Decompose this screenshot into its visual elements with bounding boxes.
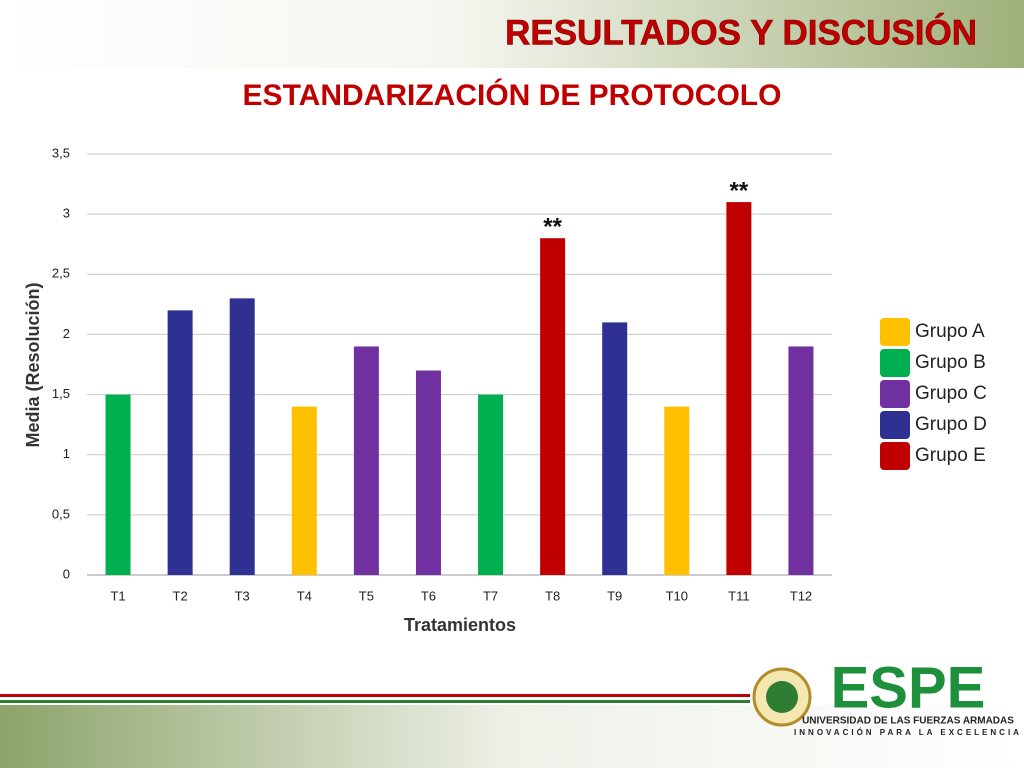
bar: [726, 202, 752, 575]
chart-title: ESTANDARIZACIÓN DE PROTOCOLO: [243, 78, 782, 112]
header-band: [0, 0, 1024, 68]
y-tick-label: 3,5: [52, 145, 70, 160]
x-tick-label: T11: [728, 588, 749, 603]
bar: [602, 322, 628, 575]
y-tick-label: 3: [63, 206, 70, 221]
legend-label: Grupo D: [915, 414, 987, 435]
legend-swatch: [880, 349, 910, 377]
y-tick-label: 1: [63, 446, 70, 461]
legend-label: Grupo B: [915, 352, 986, 373]
logo-line2: INNOVACIÓN PARA LA EXCELENCIA: [794, 728, 1022, 737]
bar: [478, 394, 504, 575]
bar: [664, 406, 690, 575]
x-tick-label: T6: [421, 588, 436, 603]
x-tick-label: T1: [110, 588, 125, 603]
legend-swatch: [880, 411, 910, 439]
footer-line-red: [0, 694, 750, 697]
x-tick-label: T2: [173, 588, 188, 603]
x-tick-label: T4: [297, 588, 312, 603]
x-tick-label: T9: [607, 588, 622, 603]
legend-label: Grupo A: [915, 321, 985, 342]
legend-swatch: [880, 442, 910, 470]
y-tick-label: 2: [63, 326, 70, 341]
logo-line1: UNIVERSIDAD DE LAS FUERZAS ARMADAS: [802, 716, 1014, 727]
y-tick-label: 0: [63, 566, 70, 581]
bar: [167, 310, 193, 575]
annotation: **: [730, 177, 749, 204]
bar: [788, 346, 814, 575]
bar: [229, 298, 255, 575]
bar: [540, 238, 566, 575]
legend-label: Grupo E: [915, 445, 986, 466]
x-tick-label: T8: [545, 588, 560, 603]
y-tick-label: 2,5: [52, 266, 70, 281]
bar: [415, 370, 441, 575]
slide-heading: RESULTADOS Y DISCUSIÓN: [505, 12, 977, 52]
legend-swatch: [880, 318, 910, 346]
x-tick-label: T12: [790, 588, 812, 603]
x-tick-label: T5: [359, 588, 374, 603]
footer-line-green: [0, 700, 750, 703]
logo-name: ESPE: [831, 655, 986, 720]
footer-band: [0, 705, 1024, 768]
legend-swatch: [880, 380, 910, 408]
x-tick-label: T7: [483, 588, 498, 603]
y-tick-label: 0,5: [52, 506, 70, 521]
bar: [291, 406, 317, 575]
y-tick-label: 1,5: [52, 386, 70, 401]
bar: [105, 394, 131, 575]
x-tick-label: T10: [666, 588, 688, 603]
bar: [353, 346, 379, 575]
logo: ESPE UNIVERSIDAD DE LAS FUERZAS ARMADAS …: [752, 655, 1022, 737]
legend-label: Grupo C: [915, 383, 987, 404]
annotation: **: [543, 214, 562, 241]
x-tick-label: T3: [235, 588, 250, 603]
y-axis-label: Media (Resolución): [23, 282, 43, 447]
x-axis-label: Tratamientos: [404, 615, 516, 635]
logo-emblem-center: [766, 681, 798, 713]
